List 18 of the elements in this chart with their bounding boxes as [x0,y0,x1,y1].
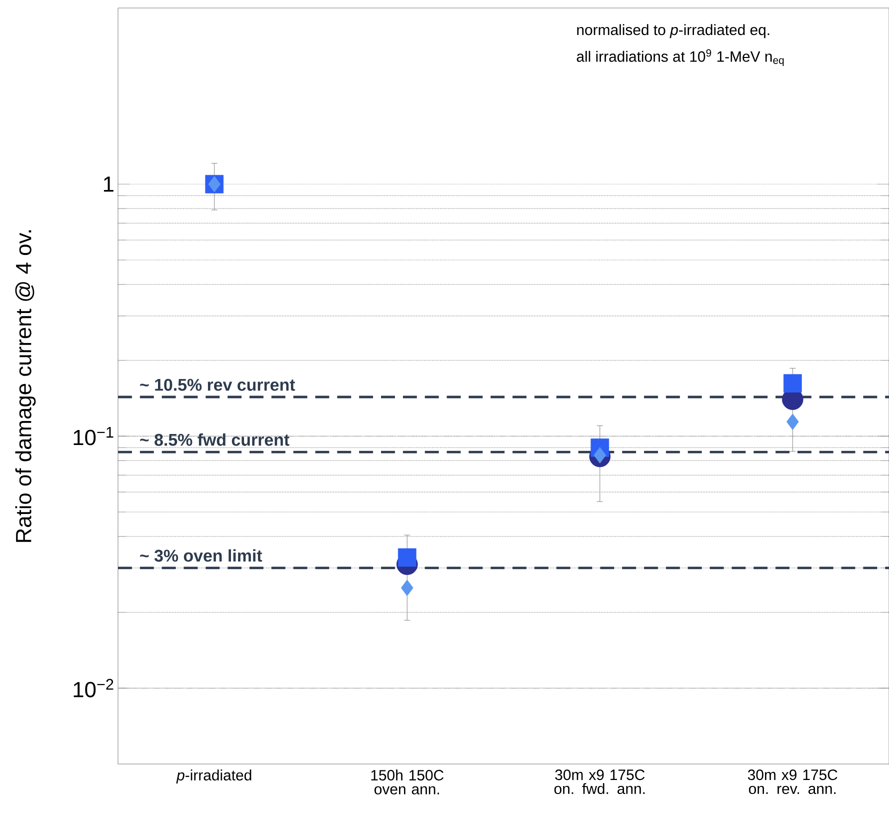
y-tick-label: 1 [104,176,114,192]
annotation: all irradiations at 10$^{9}$ 1-MeV n$_{eq}$ [576,49,784,66]
y-tick-label: 10$^{−2}$ [74,678,114,698]
y-tick-label: 10$^{−1}$ [74,427,114,446]
y-axis-title: Ratio of damage current @ 4 ov. [15,230,36,542]
point [398,548,416,567]
x-tick-label: p-irradiated [176,770,252,784]
point [400,580,414,596]
x-tick-label: 30m x9 175C on. rev. ann. [748,770,838,794]
point [208,176,221,192]
ref-line-label: ~ 8.5% fwd current [140,433,290,446]
point [786,414,799,430]
x-tick-label: 30m x9 175C on. fwd. ann. [554,770,645,794]
x-tick-label: 150h 150C oven ann. [371,770,444,794]
point [783,374,802,393]
ref-line-label: ~ 10.5% rev current [140,378,296,391]
ref-line-label: ~ 3% oven limit [140,549,262,562]
annotation: normalised to p-irradiated eq. [577,24,770,38]
